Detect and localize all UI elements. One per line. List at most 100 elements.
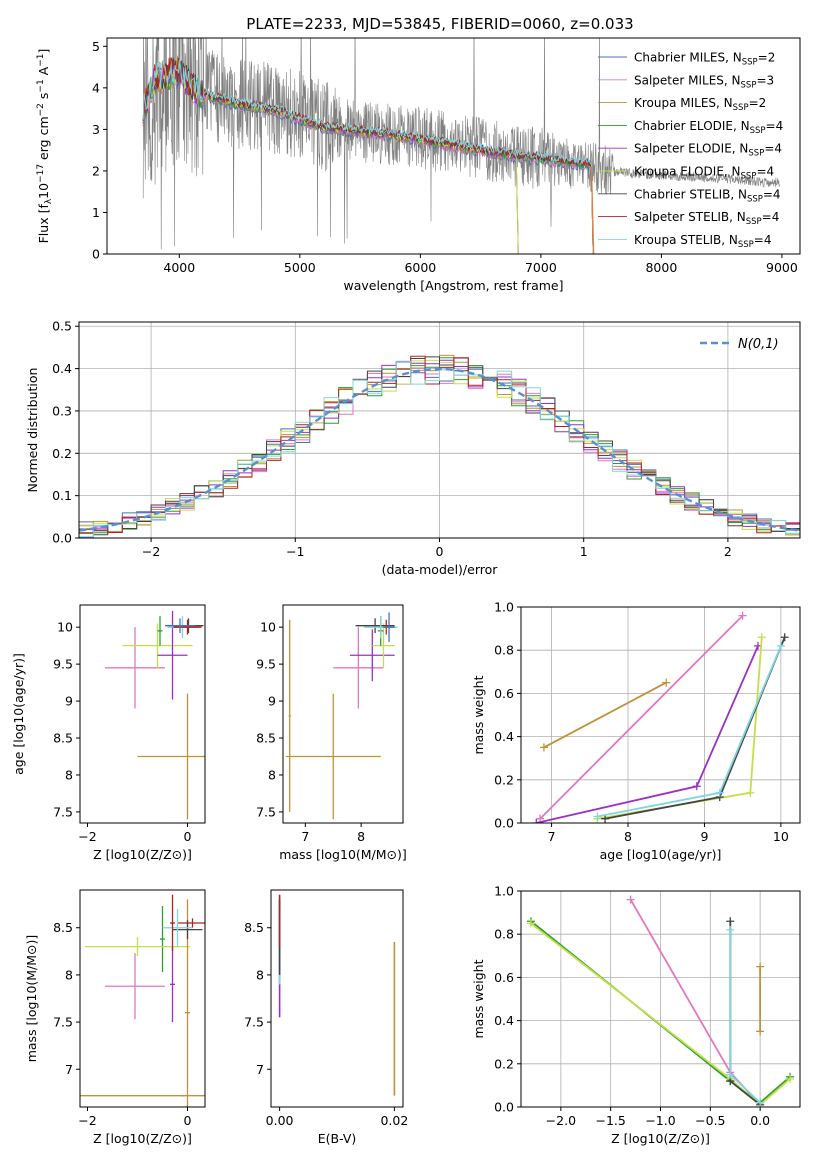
mass-weight-marker <box>626 895 635 904</box>
x-tick-label: −2.0 <box>546 1113 576 1128</box>
mass-weight-marker <box>786 1074 795 1083</box>
y-axis-label: mass weight <box>471 959 486 1038</box>
axes-frame <box>270 889 404 1108</box>
mass-weight-marker <box>738 611 747 620</box>
x-tick-label: 8 <box>357 829 365 844</box>
plot-area <box>142 38 780 254</box>
plot-area <box>278 894 396 1096</box>
x-tick-label: 0 <box>436 544 444 559</box>
y-tick-label: 0.1 <box>52 488 72 503</box>
x-tick-label: 0.00 <box>266 1113 294 1128</box>
y-tick-label: 0.4 <box>494 1013 514 1028</box>
panel-mass-vs-Z: −2 0 7 7.5 8 8.5 Z [log10(Z/Z⊙)] mass [log10(M/… <box>24 889 206 1146</box>
mass-weight-marker <box>756 962 765 971</box>
legend-label: Chabrier ELODIE, NSSP=4 <box>634 119 783 136</box>
x-axis-label: Z [log10(Z/Z⊙)] <box>611 1131 710 1146</box>
mass-weight-marker <box>532 819 541 823</box>
x-tick-label: −0.5 <box>695 1113 725 1128</box>
y-tick-label: 8 <box>268 767 276 782</box>
y-tick-label: 0.4 <box>494 729 514 744</box>
y-axis-label: mass weight <box>471 675 486 754</box>
y-tick-label: 0 <box>92 247 100 262</box>
mass-weight-marker <box>756 1027 765 1036</box>
mass-weight-marker <box>780 633 789 642</box>
y-tick-label: 0.0 <box>494 816 514 831</box>
mass-weight-marker <box>692 782 701 791</box>
panel-spectrum: 4000 5000 6000 7000 8000 9000 0 1 2 3 4 5 wavelength… <box>36 37 801 293</box>
legend-label: N(0,1) <box>738 337 779 352</box>
x-axis-label: age [log10(age/yr)] <box>600 847 722 862</box>
panel-massweight-vs-Z: −2.0 −1.5 −1.0 −0.5 0.0 0.0 0.2 0.4 0.6 0.8 1.0 Z [… <box>471 884 801 1146</box>
x-tick-label: −1.5 <box>595 1113 625 1128</box>
x-tick-label: 0 <box>184 829 192 844</box>
legend-label: Salpeter ELODIE, NSSP=4 <box>634 142 782 159</box>
y-tick-label: 0.0 <box>494 1100 514 1115</box>
y-tick-label: 8.5 <box>244 920 264 935</box>
y-tick-label: 4 <box>92 80 100 95</box>
y-tick-label: 8 <box>65 767 73 782</box>
mass-weight-marker <box>715 788 724 797</box>
x-tick-label: 6000 <box>404 260 436 275</box>
mass-weight-marker <box>757 633 766 642</box>
legend-label: Kroupa MILES, NSSP=2 <box>634 96 766 113</box>
x-tick-label: 7 <box>301 829 309 844</box>
y-axis-label: age [log10(age/yr)] <box>11 653 26 775</box>
y-tick-label: 7.5 <box>244 1015 264 1030</box>
y-tick-label: 10 <box>57 620 73 635</box>
x-tick-label: 4000 <box>163 260 195 275</box>
y-tick-label: 8 <box>256 967 264 982</box>
x-axis-label: wavelength [Angstrom, rest frame] <box>343 278 563 293</box>
x-tick-label: 8000 <box>645 260 677 275</box>
mass-weight-line <box>543 681 667 749</box>
axes-frame <box>79 889 206 1108</box>
x-axis-label: Z [log10(Z/Z⊙)] <box>93 847 192 862</box>
y-tick-label: 7 <box>256 1062 264 1077</box>
x-tick-label: 9 <box>700 829 708 844</box>
x-tick-label: 0.0 <box>750 1113 770 1128</box>
residual-histogram <box>79 360 800 538</box>
legend-label: Chabrier MILES, NSSP=2 <box>634 51 775 68</box>
mass-weight-line <box>629 899 761 1106</box>
x-tick-label: −1 <box>286 544 304 559</box>
axes-frame <box>79 604 206 824</box>
x-tick-label: 8 <box>624 829 632 844</box>
x-tick-label: −2 <box>78 829 96 844</box>
spectrum-legend: Chabrier MILES, NSSP=2 Salpeter MILES, NS… <box>598 51 783 250</box>
axes-frame <box>520 606 801 824</box>
panel-age-vs-mass: 7 8 7.5 8 8.5 9 9.5 10 mass [log10(M/M⊙)] <box>256 604 407 862</box>
plot-area <box>285 612 398 820</box>
y-tick-label: 3 <box>92 122 100 137</box>
mass-weight-line <box>597 645 782 818</box>
y-axis-label: Flux [fλ10−17 erg cm−2 s−1 A−1] <box>36 49 54 244</box>
y-tick-label: 1.0 <box>494 884 514 899</box>
mass-weight-line <box>539 614 744 820</box>
x-tick-label: 0.02 <box>380 1113 408 1128</box>
normal-curve <box>79 367 800 532</box>
x-axis-label: (data-model)/error <box>382 562 499 577</box>
x-tick-label: 9000 <box>766 260 798 275</box>
y-tick-label: 10 <box>260 620 276 635</box>
y-tick-label: 7.5 <box>53 1015 73 1030</box>
y-tick-label: 0.5 <box>52 319 72 334</box>
panel-residuals: −2 −1 0 1 2 0.0 0.1 0.2 0.3 0.4 0.5 (data-model)/er… <box>25 319 801 577</box>
x-tick-label: 10 <box>773 829 789 844</box>
y-tick-label: 8.5 <box>53 731 73 746</box>
x-axis-label: E(B-V) <box>318 1131 357 1146</box>
y-tick-label: 2 <box>92 163 100 178</box>
x-tick-label: 1 <box>580 544 588 559</box>
model-cutoff <box>590 166 595 254</box>
y-tick-label: 0.2 <box>494 1056 514 1071</box>
x-tick-label: −2 <box>78 1113 96 1128</box>
y-tick-label: 0.0 <box>52 531 72 546</box>
plot-area <box>532 611 789 823</box>
y-tick-label: 8.5 <box>53 920 73 935</box>
axes-frame <box>282 604 404 824</box>
x-tick-label: 7000 <box>525 260 557 275</box>
y-tick-label: 8 <box>65 967 73 982</box>
legend-label: Salpeter MILES, NSSP=3 <box>634 73 774 90</box>
y-tick-label: 0.8 <box>494 927 514 942</box>
mass-weight-marker <box>726 925 735 934</box>
mass-weight-marker <box>662 678 671 687</box>
y-axis-label: mass [log10(M/M⊙)] <box>24 935 39 1063</box>
